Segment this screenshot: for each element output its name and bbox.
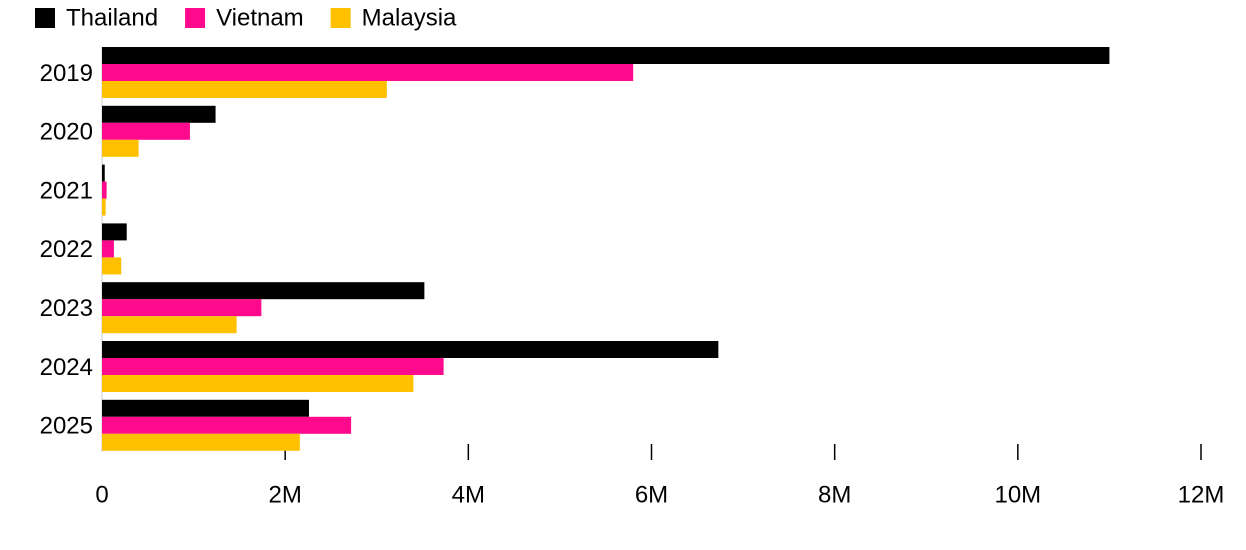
y-tick-label: 2025 — [40, 413, 93, 440]
bar — [102, 375, 414, 392]
legend-label: Thailand — [66, 4, 158, 31]
bar — [102, 181, 107, 199]
x-tick-label: 2M — [268, 481, 301, 508]
bar — [102, 316, 237, 334]
legend-label: Malaysia — [362, 4, 457, 31]
bar — [102, 223, 127, 241]
bar — [102, 122, 190, 140]
bar — [102, 257, 122, 275]
x-tick-label: 12M — [1178, 481, 1225, 508]
y-tick-label: 2021 — [40, 177, 93, 204]
bar — [102, 299, 262, 317]
legend-swatch — [185, 8, 206, 28]
bar — [102, 240, 114, 258]
y-tick-label: 2022 — [40, 236, 93, 263]
bar — [102, 198, 106, 216]
bar — [102, 341, 719, 358]
bar — [102, 399, 309, 417]
bar — [102, 358, 444, 375]
legend-label: Vietnam — [216, 4, 304, 31]
x-tick-label: 8M — [818, 481, 851, 508]
y-tick-label: 2023 — [40, 295, 93, 322]
legend-swatch — [35, 8, 55, 28]
bar — [102, 81, 387, 98]
bar — [102, 139, 139, 157]
legend-swatch — [330, 8, 351, 28]
x-tick-label: 0 — [95, 481, 108, 508]
x-tick-label: 6M — [635, 481, 668, 508]
x-tick-label: 4M — [452, 481, 485, 508]
y-tick-label: 2019 — [40, 60, 93, 87]
x-tick-label: 10M — [994, 481, 1041, 508]
bar — [102, 64, 634, 81]
bar — [102, 105, 216, 123]
bar — [102, 282, 425, 300]
bar — [102, 416, 352, 434]
bar — [102, 433, 300, 451]
y-tick-label: 2024 — [40, 354, 93, 381]
bar — [102, 47, 1110, 64]
bar — [102, 164, 105, 182]
y-tick-label: 2020 — [40, 119, 93, 146]
